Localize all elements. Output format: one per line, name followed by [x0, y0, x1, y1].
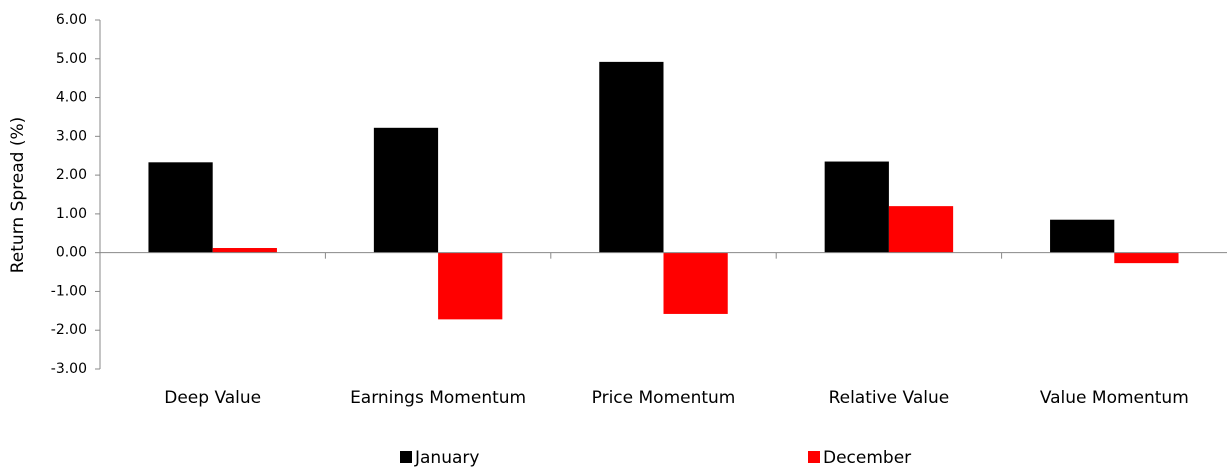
legend-swatch [808, 451, 820, 463]
y-tick-label: 0.00 [56, 245, 87, 261]
bar [1114, 252, 1179, 264]
bar [148, 162, 213, 253]
x-tick-label: Earnings Momentum [350, 388, 526, 408]
bar [438, 252, 503, 320]
x-tick-label: Value Momentum [1040, 388, 1189, 408]
x-tick-label: Price Momentum [592, 388, 736, 408]
legend-swatch [400, 451, 412, 463]
bar [888, 206, 954, 253]
bar [373, 127, 439, 253]
y-tick-label: 1.00 [56, 206, 87, 222]
y-tick-label: -3.00 [51, 361, 87, 377]
y-tick-label: 6.00 [56, 12, 87, 28]
y-tick-label: 2.00 [56, 167, 87, 183]
bar [599, 61, 664, 253]
legend-label: January [414, 448, 479, 468]
x-tick-label: Relative Value [829, 388, 950, 408]
y-tick-label: 4.00 [56, 90, 87, 106]
bar [824, 161, 889, 253]
y-tick-label: 5.00 [56, 51, 87, 67]
x-tick-label: Deep Value [164, 388, 261, 408]
bar [1050, 219, 1115, 253]
y-tick-label: -2.00 [51, 322, 87, 338]
y-tick-label: -1.00 [51, 283, 87, 299]
legend-label: December [823, 448, 911, 468]
y-axis-label: Return Spread (%) [8, 117, 28, 274]
bar [212, 248, 277, 253]
bar [663, 252, 728, 314]
y-tick-label: 3.00 [56, 128, 87, 144]
